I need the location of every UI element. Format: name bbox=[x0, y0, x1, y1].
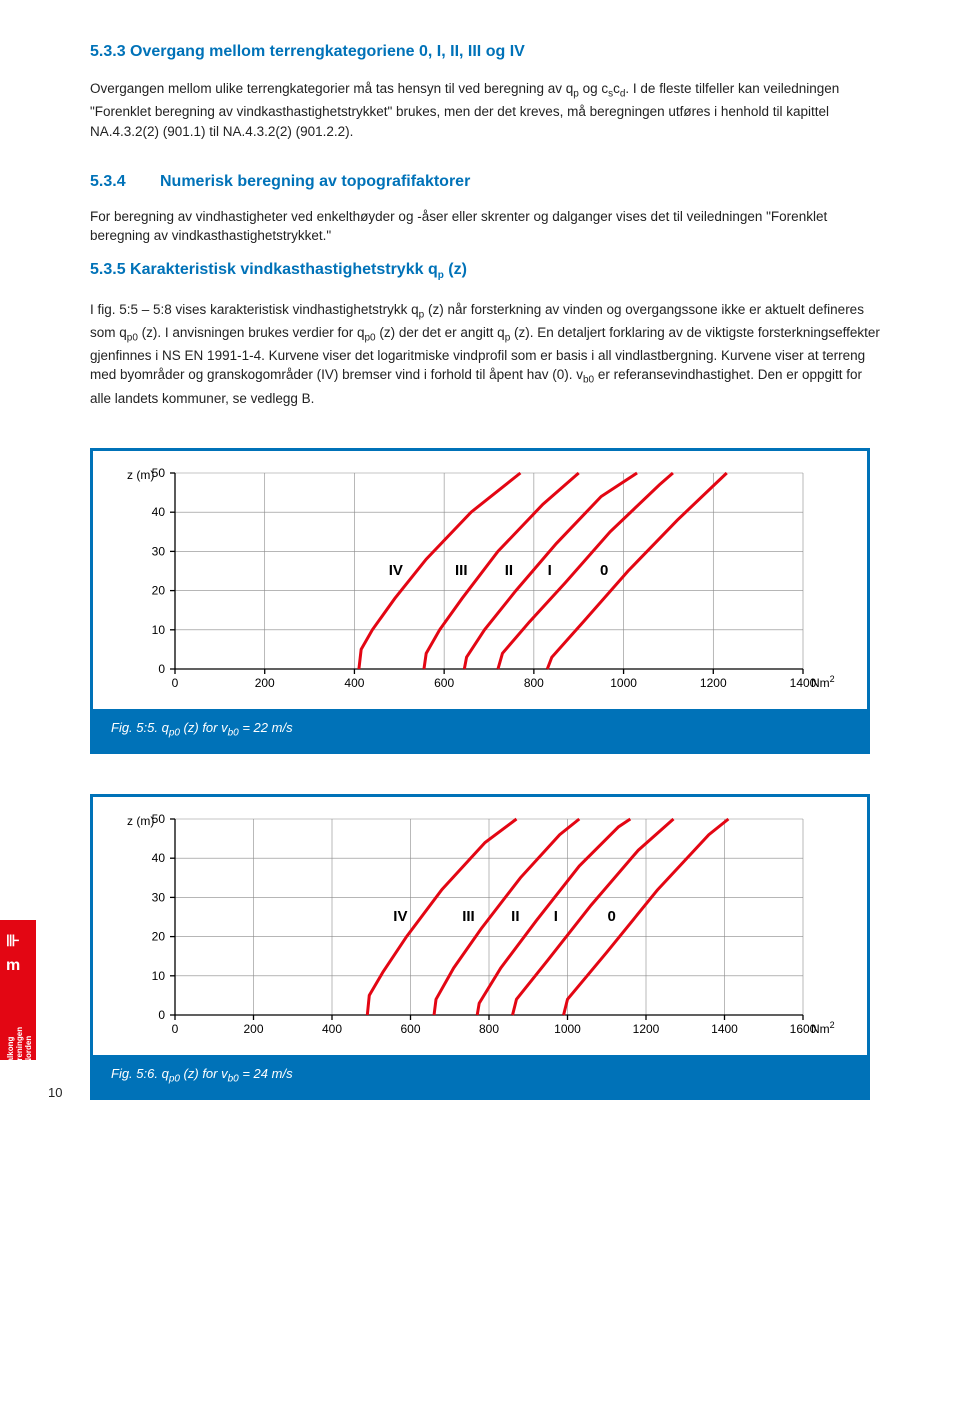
svg-text:IV: IV bbox=[393, 908, 407, 925]
svg-text:600: 600 bbox=[434, 676, 454, 690]
figure-5-6-caption: Fig. 5:6. qp0 (z) for vb0 = 24 m/s bbox=[93, 1055, 867, 1097]
figure-5-6: 0102030405002004006008001000120014001600… bbox=[90, 794, 870, 1100]
svg-text:IV: IV bbox=[389, 562, 403, 579]
svg-text:800: 800 bbox=[479, 1022, 499, 1036]
figure-5-5-caption: Fig. 5:5. qp0 (z) for vb0 = 22 m/s bbox=[93, 709, 867, 751]
svg-text:II: II bbox=[505, 562, 513, 579]
svg-text:1000: 1000 bbox=[610, 676, 637, 690]
section-533-body: Overgangen mellom ulike terrengkategorie… bbox=[90, 79, 880, 141]
svg-text:30: 30 bbox=[152, 545, 166, 559]
svg-text:0: 0 bbox=[158, 662, 165, 676]
svg-text:20: 20 bbox=[152, 584, 166, 598]
svg-text:1200: 1200 bbox=[633, 1022, 660, 1036]
svg-text:0: 0 bbox=[607, 908, 615, 925]
svg-text:Nm2: Nm2 bbox=[811, 674, 835, 690]
svg-text:II: II bbox=[511, 908, 519, 925]
svg-text:600: 600 bbox=[400, 1022, 420, 1036]
section-535-body: I fig. 5:5 – 5:8 vises karakteristisk vi… bbox=[90, 300, 880, 409]
svg-text:40: 40 bbox=[152, 851, 166, 865]
svg-text:1200: 1200 bbox=[700, 676, 727, 690]
svg-text:200: 200 bbox=[255, 676, 275, 690]
svg-text:III: III bbox=[455, 562, 468, 579]
section-534-body: For beregning av vindhastigheter ved enk… bbox=[90, 207, 880, 246]
svg-text:0: 0 bbox=[158, 1008, 165, 1022]
svg-text:III: III bbox=[462, 908, 475, 925]
chart-5-5: 010203040500200400600800100012001400z (m… bbox=[113, 463, 853, 703]
svg-text:400: 400 bbox=[344, 676, 364, 690]
svg-text:0: 0 bbox=[172, 1022, 179, 1036]
page-number: 10 bbox=[48, 1084, 62, 1103]
svg-text:I: I bbox=[554, 908, 558, 925]
brand-sidebar: ⊪m Balkong föreningen i Norden bbox=[0, 920, 36, 1060]
svg-text:40: 40 bbox=[152, 505, 166, 519]
svg-text:Nm2: Nm2 bbox=[811, 1020, 835, 1036]
svg-text:0: 0 bbox=[172, 676, 179, 690]
svg-text:I: I bbox=[548, 562, 552, 579]
figure-5-5: 010203040500200400600800100012001400z (m… bbox=[90, 448, 870, 754]
svg-text:z (m): z (m) bbox=[127, 468, 154, 482]
svg-text:800: 800 bbox=[524, 676, 544, 690]
svg-text:1400: 1400 bbox=[711, 1022, 738, 1036]
svg-text:20: 20 bbox=[152, 930, 166, 944]
svg-text:200: 200 bbox=[243, 1022, 263, 1036]
section-533-title: 5.3.3 Overgang mellom terrengkategoriene… bbox=[90, 40, 880, 63]
svg-text:0: 0 bbox=[600, 562, 608, 579]
svg-text:z (m): z (m) bbox=[127, 814, 154, 828]
chart-5-6: 0102030405002004006008001000120014001600… bbox=[113, 809, 853, 1049]
svg-text:1000: 1000 bbox=[554, 1022, 581, 1036]
section-535-title: 5.3.5 Karakteristisk vindkasthastighetst… bbox=[90, 258, 880, 284]
svg-text:10: 10 bbox=[152, 623, 166, 637]
svg-text:10: 10 bbox=[152, 969, 166, 983]
section-534-title: 5.3.4Numerisk beregning av topografifakt… bbox=[90, 170, 880, 193]
svg-text:400: 400 bbox=[322, 1022, 342, 1036]
svg-text:30: 30 bbox=[152, 891, 166, 905]
